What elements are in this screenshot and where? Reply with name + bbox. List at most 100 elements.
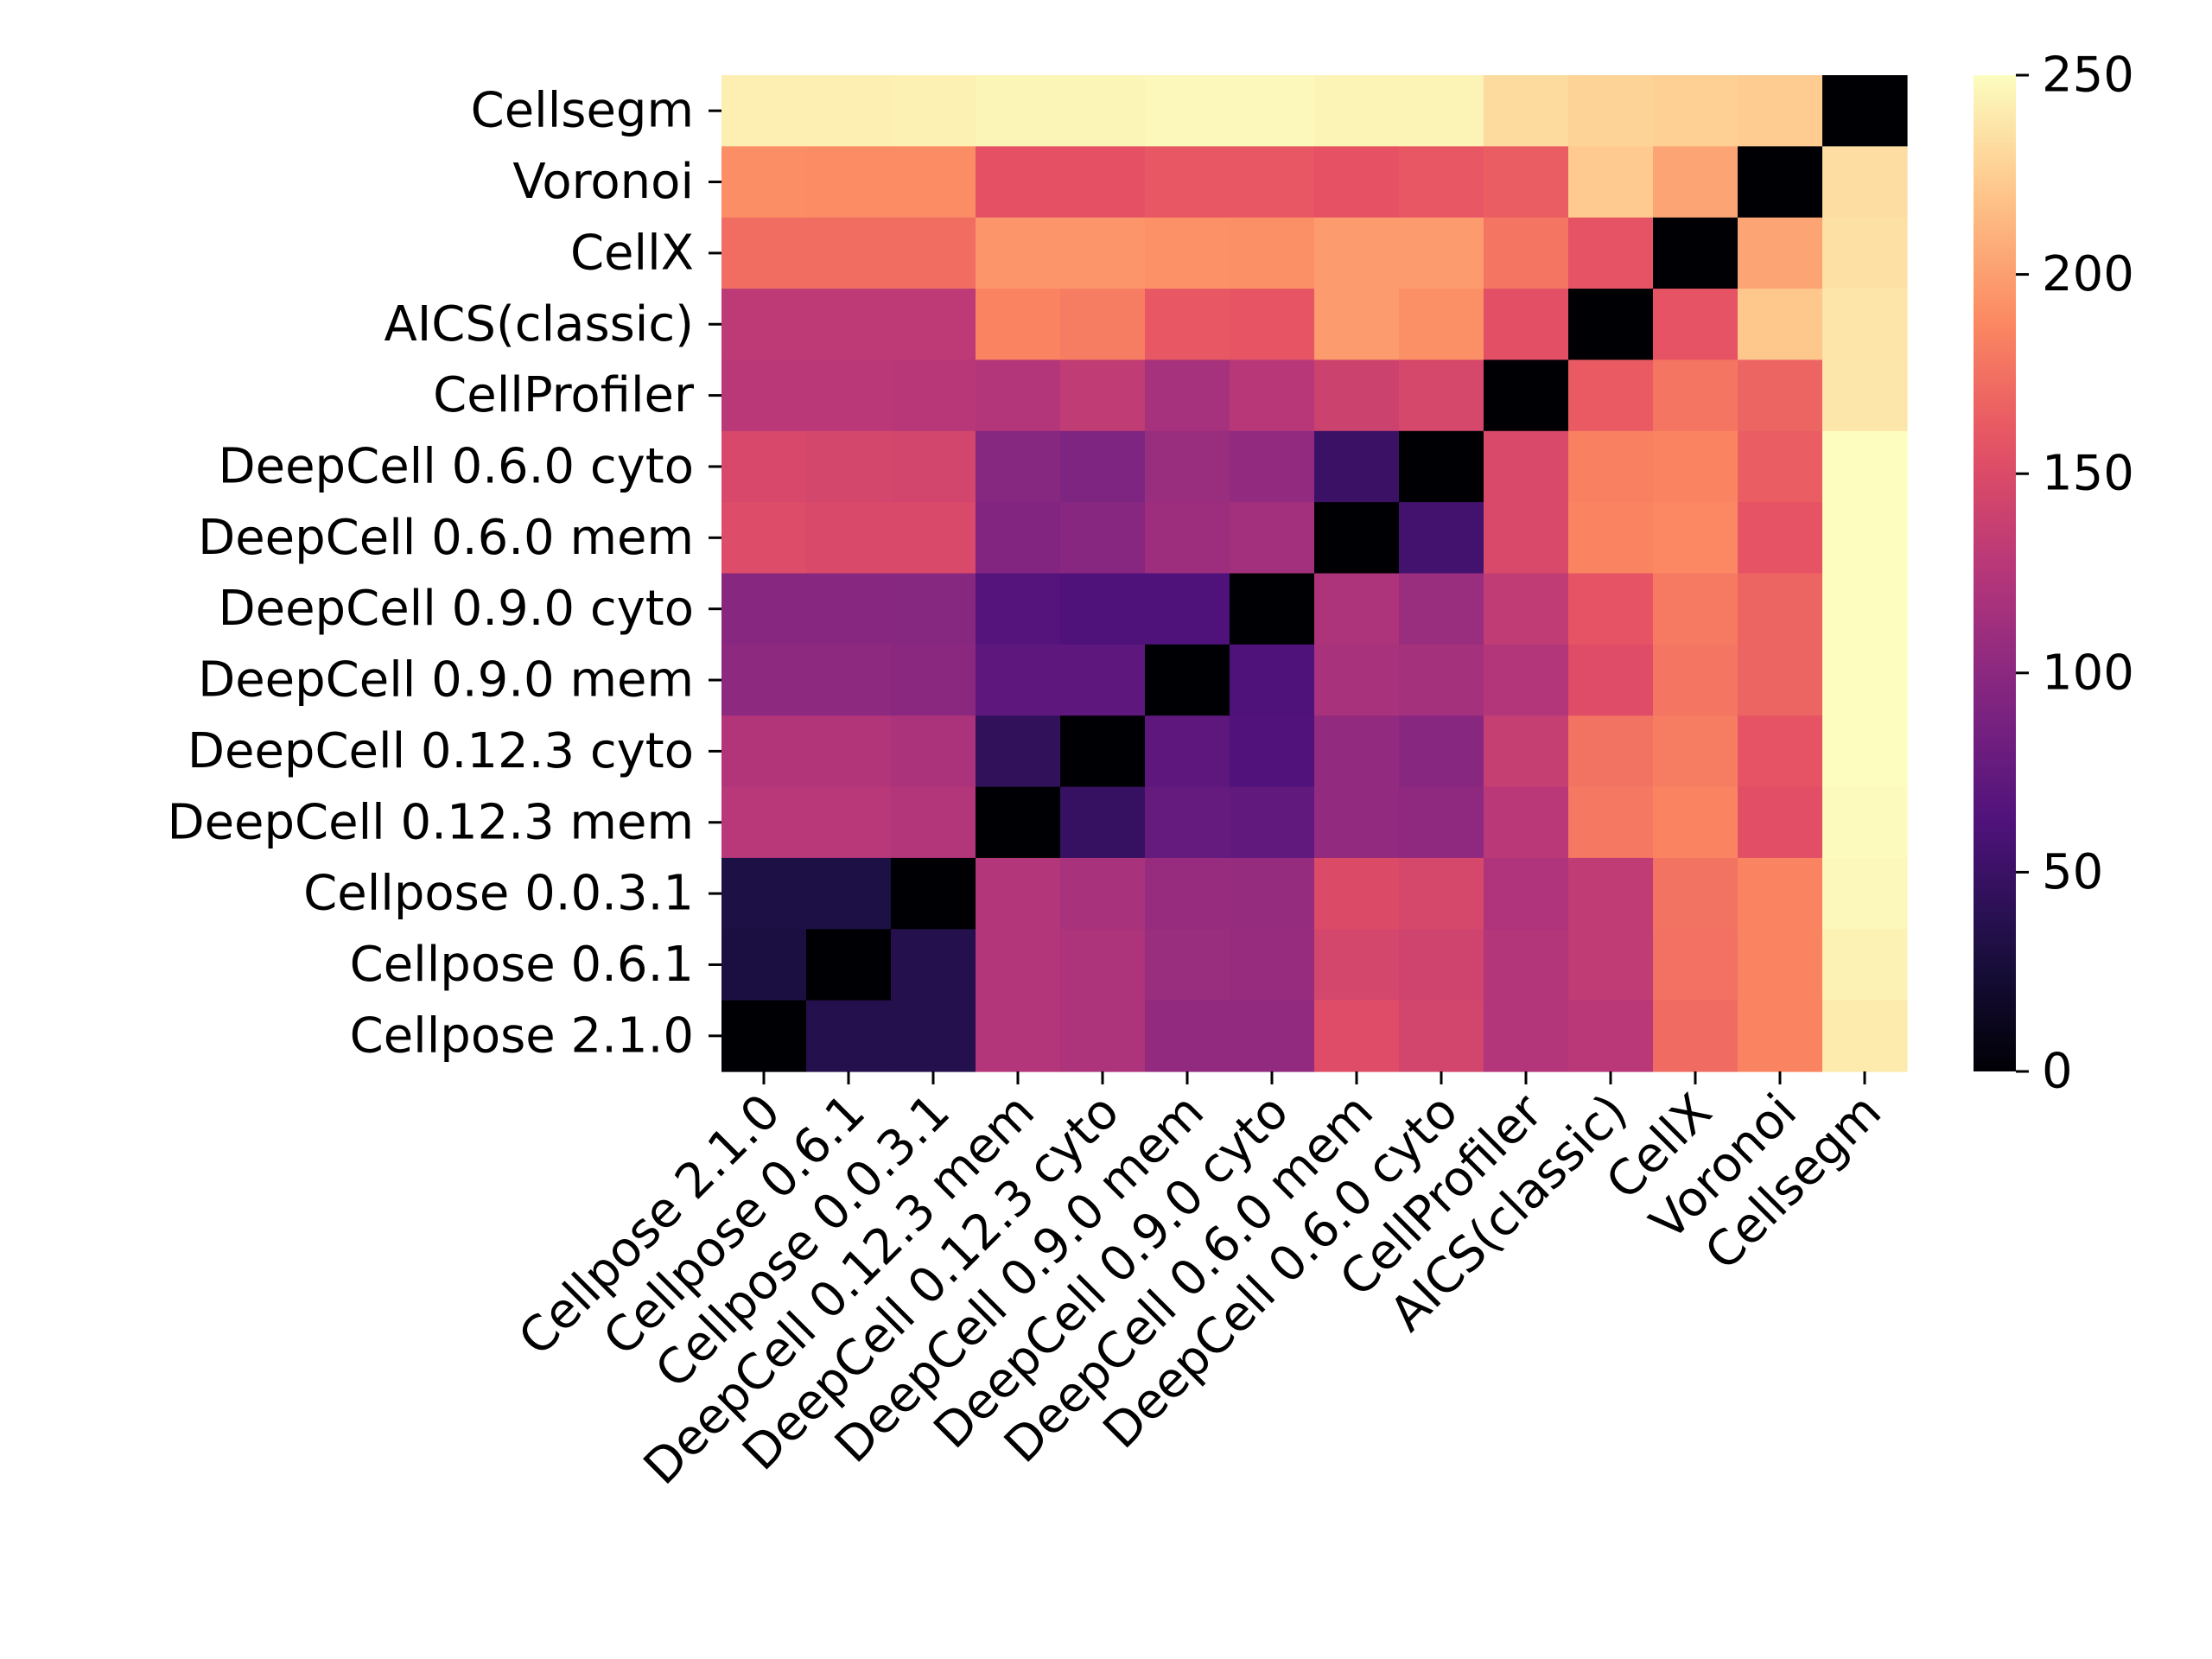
heatmap-cell (1653, 786, 1738, 859)
heatmap-cell (1314, 715, 1400, 788)
heatmap-cell (721, 857, 807, 930)
heatmap-cell (721, 929, 807, 1001)
heatmap-cell (1568, 289, 1654, 361)
heatmap-cell (1399, 146, 1484, 219)
heatmap-cell (1060, 289, 1146, 361)
heatmap-cell (1568, 430, 1654, 503)
heatmap-cell (976, 502, 1061, 575)
heatmap-cell (1145, 146, 1230, 219)
heatmap-cell (1738, 715, 1823, 788)
y-tick-label: Cellsegm (471, 83, 694, 139)
heatmap-cell (1653, 1000, 1738, 1072)
heatmap-cell (806, 430, 892, 503)
heatmap-cell (1314, 929, 1400, 1001)
heatmap-cell (806, 359, 892, 432)
heatmap-cell (1145, 715, 1230, 788)
heatmap-cell (1653, 644, 1738, 716)
heatmap-cell (1060, 75, 1146, 147)
heatmap-cell (1145, 786, 1230, 859)
heatmap-cell (1230, 75, 1315, 147)
heatmap-cell (976, 146, 1061, 219)
heatmap-cell (1568, 644, 1654, 716)
heatmap-cell (1568, 146, 1654, 219)
heatmap-cell (891, 217, 976, 289)
heatmap-cell (976, 573, 1061, 645)
heatmap-cell (1145, 857, 1230, 930)
heatmap-cell (1822, 430, 1908, 503)
colorbar-tick-label: 100 (2042, 645, 2134, 701)
heatmap-cell (1822, 502, 1908, 575)
heatmap-cell (1738, 289, 1823, 361)
heatmap-cell (1314, 786, 1400, 859)
heatmap-cell (1653, 146, 1738, 219)
heatmap-cell (1484, 502, 1569, 575)
heatmap-cell (1230, 786, 1315, 859)
heatmap-cell (1060, 715, 1146, 788)
heatmap-cell (1738, 75, 1823, 147)
heatmap-cell (1484, 857, 1569, 930)
heatmap-cell (1484, 146, 1569, 219)
heatmap-cell (976, 929, 1061, 1001)
heatmap-cell (1230, 644, 1315, 716)
heatmap-cell (1568, 359, 1654, 432)
heatmap-cell (806, 502, 892, 575)
heatmap-cell (891, 1000, 976, 1072)
heatmap-cell (1653, 715, 1738, 788)
heatmap-cell (1738, 929, 1823, 1001)
heatmap-cell (1484, 75, 1569, 147)
heatmap-cell (806, 75, 892, 147)
heatmap-cell (1822, 857, 1908, 930)
heatmap-cell (1145, 644, 1230, 716)
heatmap-cell (1822, 929, 1908, 1001)
heatmap-cell (976, 217, 1061, 289)
heatmap-cell (721, 146, 807, 219)
heatmap-cell (976, 430, 1061, 503)
heatmap-cell (1822, 217, 1908, 289)
heatmap-cell (1230, 359, 1315, 432)
y-tick-label: Cellpose 0.6.1 (350, 937, 694, 993)
heatmap-cell (1145, 75, 1230, 147)
colorbar-tick-label: 250 (2042, 48, 2134, 104)
colorbar-tick-label: 200 (2042, 246, 2134, 302)
heatmap-cell (721, 430, 807, 503)
heatmap-cell (1060, 146, 1146, 219)
heatmap-cell (1738, 217, 1823, 289)
colorbar-tick-label: 50 (2042, 844, 2103, 900)
heatmap-cell (976, 715, 1061, 788)
heatmap-cell (1314, 217, 1400, 289)
heatmap-cell (891, 786, 976, 859)
heatmap-cell (1653, 857, 1738, 930)
heatmap-cells (721, 75, 1908, 1072)
heatmap-cell (1060, 857, 1146, 930)
y-tick-label: CellProfiler (433, 367, 695, 423)
heatmap-cell (1230, 289, 1315, 361)
heatmap-cell (1484, 573, 1569, 645)
heatmap-cell (1399, 573, 1484, 645)
heatmap-cell (1399, 502, 1484, 575)
heatmap-cell (976, 1000, 1061, 1072)
heatmap-cell (1145, 289, 1230, 361)
heatmap-cell (1653, 289, 1738, 361)
y-tick-label: DeepCell 0.9.0 cyto (219, 581, 694, 637)
heatmap-cell (1230, 146, 1315, 219)
heatmap-cell (806, 786, 892, 859)
heatmap-cell (1145, 430, 1230, 503)
heatmap-cell (806, 1000, 892, 1072)
heatmap-cell (1399, 857, 1484, 930)
heatmap-cell (1060, 502, 1146, 575)
heatmap-cell (1484, 217, 1569, 289)
heatmap-cell (1653, 430, 1738, 503)
heatmap-cell (806, 715, 892, 788)
heatmap-cell (806, 929, 892, 1001)
heatmap-cell (1653, 217, 1738, 289)
heatmap-cell (1653, 502, 1738, 575)
heatmap-cell (1230, 929, 1315, 1001)
y-tick-label: Cellpose 0.0.3.1 (303, 866, 694, 922)
heatmap-cell (976, 644, 1061, 716)
heatmap-cell (1653, 75, 1738, 147)
heatmap-cell (1314, 75, 1400, 147)
heatmap-cell (1230, 430, 1315, 503)
heatmap-cell (1060, 359, 1146, 432)
